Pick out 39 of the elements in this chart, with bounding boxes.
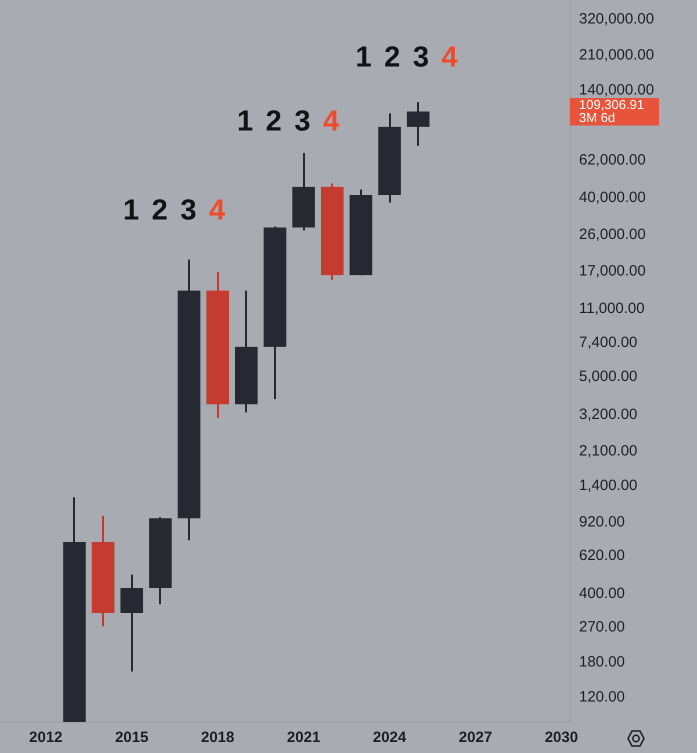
- y-tick-label: 210,000.00: [579, 46, 654, 64]
- y-tick-label: 17,000.00: [579, 262, 646, 280]
- y-tick-label: 270.00: [579, 618, 625, 636]
- annotation: 1: [122, 194, 140, 226]
- y-tick-label: 7,400.00: [579, 334, 638, 352]
- x-tick-label: 2018: [201, 729, 234, 746]
- y-tick-label: 3,200.00: [579, 406, 638, 424]
- annotation: 4: [442, 42, 458, 74]
- y-tick-label: 109,306.91 3M 6d: [579, 97, 644, 126]
- y-tick-label: 180.00: [579, 654, 625, 671]
- y-tick-label: 620.00: [579, 547, 625, 564]
- y-tick-label: 11,000.00: [579, 300, 645, 318]
- y-tick-label: 5,000.00: [579, 368, 638, 385]
- y-tick-label: 2,100.00: [579, 442, 638, 460]
- annotation: 2: [152, 194, 168, 226]
- annotation: 1: [236, 106, 254, 138]
- x-tick-label: 2015: [115, 729, 148, 746]
- annotation: 1: [355, 42, 372, 74]
- x-tick-label: 2030: [544, 729, 578, 746]
- y-tick-label: 26,000.00: [579, 226, 646, 244]
- annotation: 4: [209, 194, 226, 226]
- y-tick-label: 920.00: [579, 513, 625, 530]
- y-tick-label: 140,000.00: [579, 81, 654, 98]
- x-tick-label: 2021: [286, 729, 320, 746]
- annotation: 3: [180, 194, 196, 226]
- y-tick-label: 320,000.00: [579, 10, 654, 28]
- annotation: 2: [384, 42, 400, 74]
- x-tick-label: 2024: [372, 729, 407, 746]
- x-tick-label: 2012: [29, 729, 63, 746]
- annotation: 2: [266, 106, 282, 138]
- x-tick-label: 2027: [458, 729, 492, 746]
- annotation: 4: [323, 106, 340, 138]
- y-tick-label: 400.00: [579, 584, 625, 602]
- y-tick-label: 1,400.00: [579, 477, 638, 494]
- y-tick-label: 62,000.00: [579, 151, 646, 168]
- y-tick-label: 40,000.00: [579, 189, 646, 206]
- annotation: 3: [294, 106, 310, 138]
- annotation: 3: [412, 42, 429, 74]
- y-tick-label: 120.00: [579, 688, 625, 706]
